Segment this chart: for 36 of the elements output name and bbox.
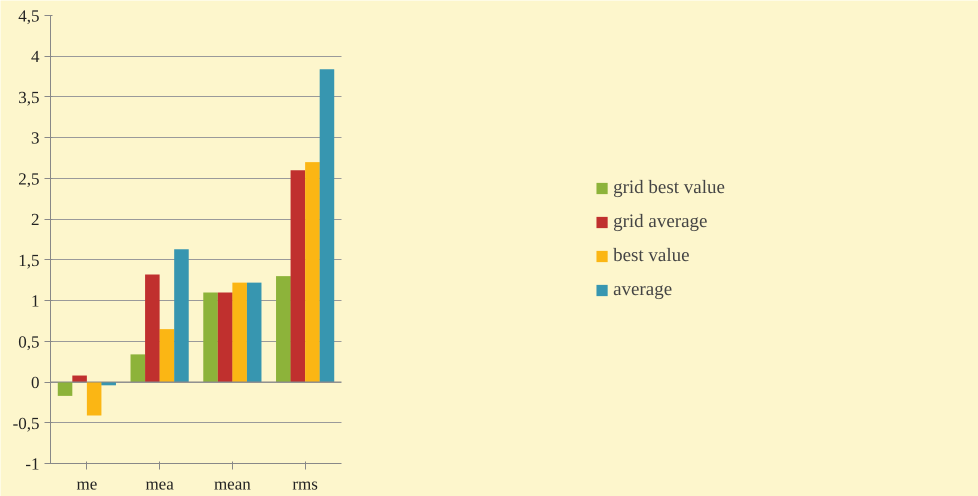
bar	[320, 69, 334, 382]
legend-label: grid average	[613, 211, 708, 233]
bar	[305, 162, 320, 382]
y-tick-label: -1	[25, 454, 40, 474]
bar	[160, 329, 174, 382]
bar	[58, 382, 72, 396]
y-tick-label: 3,5	[18, 88, 40, 107]
bar	[86, 382, 102, 416]
bar	[232, 282, 247, 382]
y-tick-label: 2	[31, 210, 40, 230]
x-tick-label: mea	[145, 474, 174, 494]
x-tick-label: me	[76, 474, 98, 494]
y-tick-label: 0,5	[18, 332, 40, 352]
bar	[72, 376, 87, 382]
y-tick-label: 1,5	[18, 250, 40, 270]
x-tick-label: mean	[214, 474, 252, 494]
bar	[246, 282, 262, 382]
bar	[218, 292, 232, 382]
x-tick-label: rms	[292, 474, 318, 494]
y-tick-label: 4,5	[18, 6, 40, 26]
legend-label: grid best value	[613, 177, 725, 199]
y-tick-label: -0,5	[12, 414, 40, 433]
y-tick-label: 4	[31, 47, 40, 66]
bar	[174, 249, 189, 382]
y-tick-label: 3	[31, 128, 40, 148]
y-tick-label: 1	[31, 292, 40, 311]
bar	[203, 292, 218, 382]
bar	[290, 170, 306, 382]
legend-label: average	[613, 279, 672, 301]
legend-label: best value	[613, 245, 690, 267]
y-tick-label: 2,5	[18, 169, 40, 188]
bar	[145, 274, 160, 382]
y-tick-label: 0	[31, 373, 40, 392]
bar	[101, 382, 116, 386]
bar	[276, 276, 291, 382]
bar	[130, 354, 146, 382]
